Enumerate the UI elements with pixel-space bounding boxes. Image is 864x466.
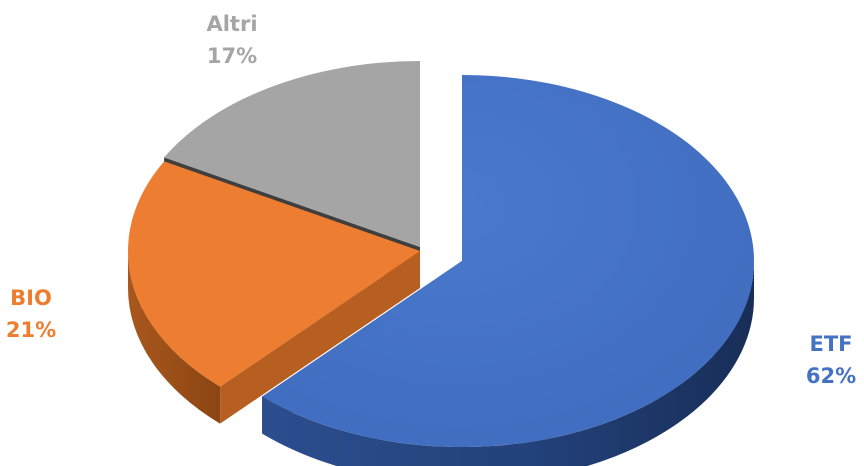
slice-side-etf	[262, 261, 754, 466]
slice-top-altri	[164, 60, 420, 247]
slice-name-altri: Altri	[206, 12, 258, 36]
slice-side-bio	[128, 251, 221, 424]
slice-wall-bio	[220, 251, 420, 424]
slice-label-etf: ETF 62%	[800, 328, 862, 392]
slice-top-bio	[128, 161, 420, 387]
slice-name-bio: BIO	[10, 286, 52, 310]
slice-value-altri: 17%	[206, 44, 258, 68]
slice-value-bio: 21%	[5, 318, 57, 342]
slice-top-etf	[262, 75, 754, 448]
slice-etf	[262, 75, 754, 466]
slice-bio	[128, 161, 420, 424]
slice-value-etf: 62%	[805, 364, 857, 388]
slice-label-altri: Altri 17%	[193, 8, 271, 72]
slice-name-etf: ETF	[809, 332, 853, 356]
slice-label-bio: BIO 21%	[0, 282, 62, 346]
